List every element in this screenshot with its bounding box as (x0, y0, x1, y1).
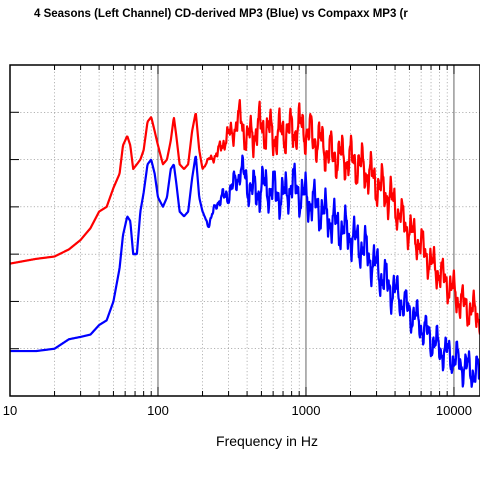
series-layer (9, 98, 480, 388)
x-tick-label: 10000 (436, 403, 472, 418)
x-tick-label: 100 (147, 403, 169, 418)
x-tick-labels: 10 100 1000 10000 (3, 403, 472, 418)
axis-ticks (9, 64, 455, 397)
x-tick-label: 10 (3, 403, 17, 418)
series-line-blue (9, 154, 480, 388)
x-tick-label: 1000 (292, 403, 321, 418)
chart-title: 4 Seasons (Left Channel) CD-derived MP3 … (34, 8, 408, 20)
x-axis-label: Frequency in Hz (216, 433, 318, 449)
plot-frame (9, 64, 480, 397)
series-line-red (9, 98, 480, 335)
